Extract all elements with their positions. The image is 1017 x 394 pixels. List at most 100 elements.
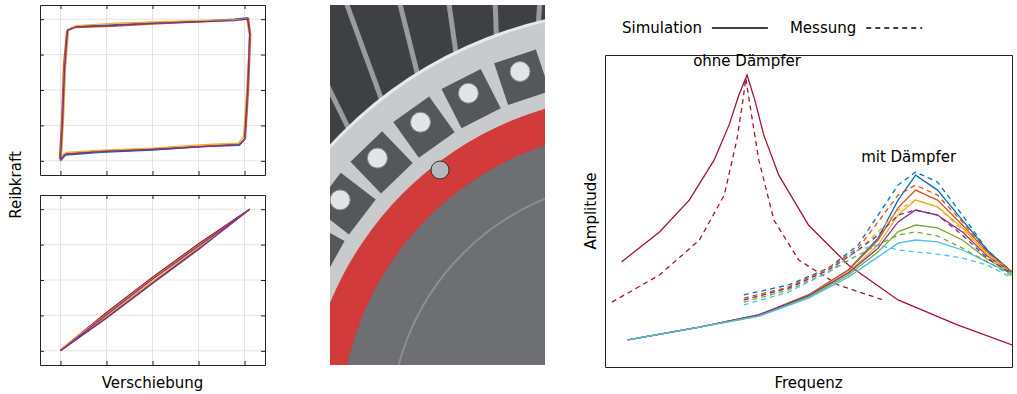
axis-line (606, 367, 1013, 368)
axis-x (41, 171, 266, 176)
tick (60, 171, 61, 175)
grid-line-y (40, 315, 265, 316)
tick-mark (60, 361, 61, 365)
tick-mark (261, 161, 265, 162)
photo-pocket (494, 49, 545, 105)
tick (60, 5, 61, 9)
tick-mark (261, 315, 265, 316)
tick (106, 5, 107, 9)
photo-bolt (431, 161, 449, 179)
series-line (622, 75, 1012, 345)
axis-y (40, 6, 44, 176)
tick-mark (261, 280, 265, 281)
legend-label: Messung (790, 19, 856, 37)
tick (245, 5, 246, 9)
axis-y (261, 6, 266, 176)
axis-title: Amplitude (582, 173, 600, 250)
tick (261, 125, 265, 126)
tick (60, 361, 61, 365)
tick (40, 125, 44, 126)
tick (199, 195, 200, 199)
series-line (60, 18, 249, 161)
tick (106, 361, 107, 365)
tick-mark (60, 5, 61, 9)
tick-mark (245, 195, 246, 199)
photo-hub (340, 130, 545, 365)
tick (261, 351, 265, 352)
axis-line (265, 6, 266, 176)
axis-line (41, 175, 266, 176)
axis-title: Frequenz (774, 374, 842, 392)
axis-y (605, 56, 606, 368)
photo (330, 5, 545, 365)
plot-area (612, 75, 1012, 345)
tick-mark (40, 280, 44, 281)
series-line (60, 19, 249, 159)
photo-pocket (442, 69, 501, 128)
legend-swatch (712, 27, 768, 28)
axis-x (41, 195, 266, 199)
tick (245, 195, 246, 199)
series-line (744, 245, 1012, 305)
tick (40, 351, 44, 352)
series-line (60, 209, 249, 351)
photo-damper (510, 62, 530, 82)
figure: ohne Dämpfermit DämpferSimulationMessung… (0, 0, 1017, 394)
axis-title: Verschiebung (102, 374, 204, 392)
photo-blade (491, 5, 496, 35)
grid-line-y (40, 125, 265, 126)
grid-line-y (40, 350, 265, 351)
tick-mark (40, 351, 44, 352)
tick-mark (261, 19, 265, 20)
photo-pocket (393, 96, 454, 157)
tick (199, 361, 200, 365)
tick (261, 55, 265, 56)
tick (199, 171, 200, 175)
tick-mark (40, 209, 44, 210)
tick (40, 90, 44, 91)
plot-area (60, 209, 249, 351)
tick-mark (261, 125, 265, 126)
tick (40, 245, 44, 246)
series-line (628, 240, 1012, 340)
tick-mark (261, 55, 265, 56)
tick-mark (106, 361, 107, 365)
grid-line-y (40, 209, 265, 210)
tick (245, 361, 246, 365)
series-line (628, 190, 1012, 340)
chart: ohne Dämpfermit DämpferSimulationMessung (606, 19, 1013, 368)
tick (153, 5, 154, 9)
series-line (60, 209, 249, 351)
series-line (628, 200, 1012, 340)
axis-title: Reibkraft (7, 151, 25, 219)
axis-x (606, 55, 1013, 56)
photo-blade (382, 5, 417, 74)
tick (153, 195, 154, 199)
tick (261, 315, 265, 316)
axis-line (605, 56, 606, 368)
tick-mark (153, 171, 154, 175)
tick-mark (40, 161, 44, 162)
tick-mark (261, 245, 265, 246)
axis-line (1012, 56, 1013, 368)
tick-mark (40, 90, 44, 91)
legend-swatch (866, 27, 922, 28)
axis-y (261, 196, 266, 366)
tick-mark (106, 195, 107, 199)
tick-mark (199, 171, 200, 175)
series-line (61, 19, 249, 157)
tick (261, 161, 265, 162)
series-line (744, 200, 1012, 300)
photo-disc (330, 10, 545, 365)
tick-mark (153, 5, 154, 9)
legend: SimulationMessung (622, 19, 922, 37)
tick (40, 161, 44, 162)
tick-mark (153, 361, 154, 365)
chart (40, 5, 266, 176)
tick (261, 245, 265, 246)
axis-y (40, 196, 44, 366)
tick (153, 171, 154, 175)
tick-mark (106, 171, 107, 175)
grid-line-y (40, 244, 265, 245)
tick (40, 209, 44, 210)
